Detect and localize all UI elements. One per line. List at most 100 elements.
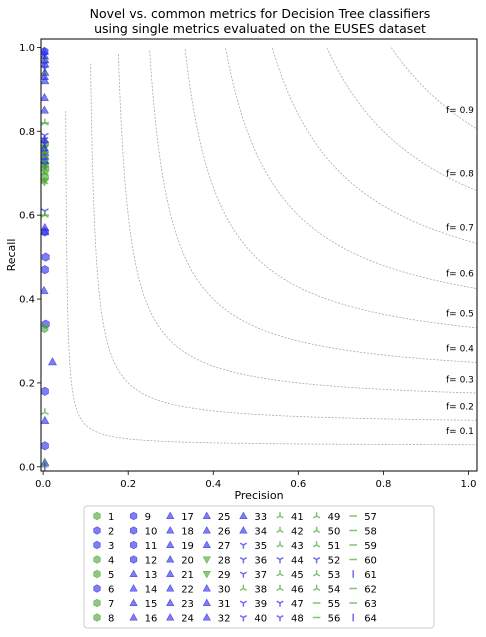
data-point-13 — [41, 285, 49, 294]
legend-item: 29 — [202, 570, 231, 581]
legend-marker — [239, 614, 248, 622]
f-isolines — [65, 47, 477, 446]
legend-label: 24 — [181, 613, 194, 624]
data-point-52 — [41, 65, 49, 73]
legend-label: 33 — [254, 512, 267, 523]
legend-item: 14 — [129, 584, 158, 595]
legend-item: 16 — [129, 613, 157, 624]
legend-item: 46 — [276, 584, 304, 595]
legend-marker — [130, 526, 138, 535]
x-axis-label: Precision — [234, 489, 283, 502]
legend-label: 30 — [218, 584, 231, 595]
legend-item: 63 — [349, 599, 377, 610]
legend-label: 8 — [108, 613, 114, 624]
legend-label: 54 — [328, 584, 341, 595]
f-isoline — [118, 53, 477, 394]
y-tick-label: 0.0 — [19, 462, 35, 473]
legend-marker — [166, 584, 175, 592]
legend-marker — [202, 511, 211, 519]
legend-item: 37 — [239, 570, 267, 581]
legend-item: 10 — [130, 526, 157, 537]
legend-marker — [239, 571, 248, 578]
legend-item: 19 — [166, 540, 194, 552]
legend-item: 12 — [130, 555, 157, 566]
legend-item: 47 — [276, 599, 304, 610]
f-isoline-labels: f= 0.1 f= 0.2 f= 0.3 f= 0.4 f= 0.5 f= 0.6 f= 0… — [446, 106, 474, 437]
legend-item: 38 — [239, 584, 267, 595]
f-isoline-label: f= 0.7 — [446, 223, 474, 233]
legend-label: 40 — [254, 613, 267, 624]
legend-item: 3 — [93, 541, 114, 552]
legend-item: 28 — [202, 555, 231, 566]
legend-label: 44 — [291, 555, 304, 566]
data-point-15 — [41, 76, 50, 85]
legend-item: 17 — [166, 511, 194, 523]
legend-label: 10 — [145, 526, 158, 537]
legend-marker — [312, 512, 321, 519]
legend-item: 44 — [276, 555, 304, 566]
legend-label: 29 — [218, 570, 231, 581]
legend-item: 54 — [312, 584, 341, 595]
x-tick-label: 0.8 — [375, 479, 391, 490]
legend-item: 60 — [349, 555, 377, 566]
legend-marker — [129, 613, 138, 621]
legend-label: 20 — [181, 555, 194, 566]
y-axis-label: Recall — [5, 239, 18, 272]
legend-item: 24 — [166, 613, 194, 624]
legend-marker — [312, 570, 321, 577]
f-isoline-label: f= 0.6 — [446, 270, 474, 280]
y-tick-label: 1.0 — [19, 43, 35, 54]
legend-item: 33 — [239, 511, 267, 523]
data-point-18 — [41, 227, 50, 236]
legend-label: 50 — [328, 526, 341, 537]
legend-item: 43 — [276, 541, 304, 552]
data-point-14 — [41, 92, 49, 101]
legend-marker — [166, 569, 175, 577]
legend-item: 57 — [349, 512, 377, 523]
data-point-34 — [41, 71, 49, 80]
legend-label: 25 — [218, 512, 231, 523]
legend-marker — [239, 526, 248, 534]
legend-item: 50 — [312, 526, 341, 537]
legend-label: 31 — [218, 599, 231, 610]
legend — [83, 505, 435, 629]
legend-label: 14 — [145, 584, 158, 595]
data-point-50 — [41, 210, 49, 218]
f-isoline-label: f= 0.4 — [446, 344, 474, 354]
f-isoline — [149, 50, 477, 363]
legend-label: 53 — [328, 570, 341, 581]
f-isoline — [326, 47, 477, 192]
legend-marker — [166, 511, 175, 519]
legend-label: 52 — [328, 555, 341, 566]
legend-item: 49 — [312, 512, 341, 523]
data-point-9 — [41, 265, 49, 275]
legend-label: 3 — [108, 541, 114, 552]
legend-label: 37 — [254, 570, 267, 581]
data-point-12 — [41, 252, 50, 262]
legend-item: 7 — [93, 598, 114, 610]
legend-label: 5 — [108, 570, 114, 581]
legend-marker — [276, 584, 284, 592]
legend-label: 49 — [328, 512, 341, 523]
y-tick-label: 0.2 — [19, 378, 35, 389]
chart-subtitle: using single metrics evaluated on the EU… — [94, 21, 426, 36]
data-point-42 — [41, 118, 49, 126]
legend-label: 26 — [218, 526, 231, 537]
legend-item: 5 — [93, 570, 114, 581]
legend-item: 9 — [130, 512, 151, 523]
legend-item: 22 — [166, 584, 194, 595]
legend-item: 2 — [93, 526, 114, 537]
legend-item: 13 — [129, 569, 157, 581]
legend-label: 43 — [291, 541, 304, 552]
legend-marker — [239, 542, 248, 549]
legend-label: 60 — [364, 555, 377, 566]
data-point-16 — [41, 105, 49, 114]
x-axis-ticks: 0.0 0.2 0.4 0.6 0.8 1.0 — [35, 471, 476, 490]
legend-marker — [202, 556, 211, 564]
legend-item: 20 — [166, 555, 194, 566]
legend-marker — [93, 598, 101, 608]
f-isoline — [390, 47, 477, 130]
legend-label: 17 — [181, 512, 194, 523]
legend-label: 7 — [108, 599, 114, 610]
f-isoline — [90, 63, 477, 421]
